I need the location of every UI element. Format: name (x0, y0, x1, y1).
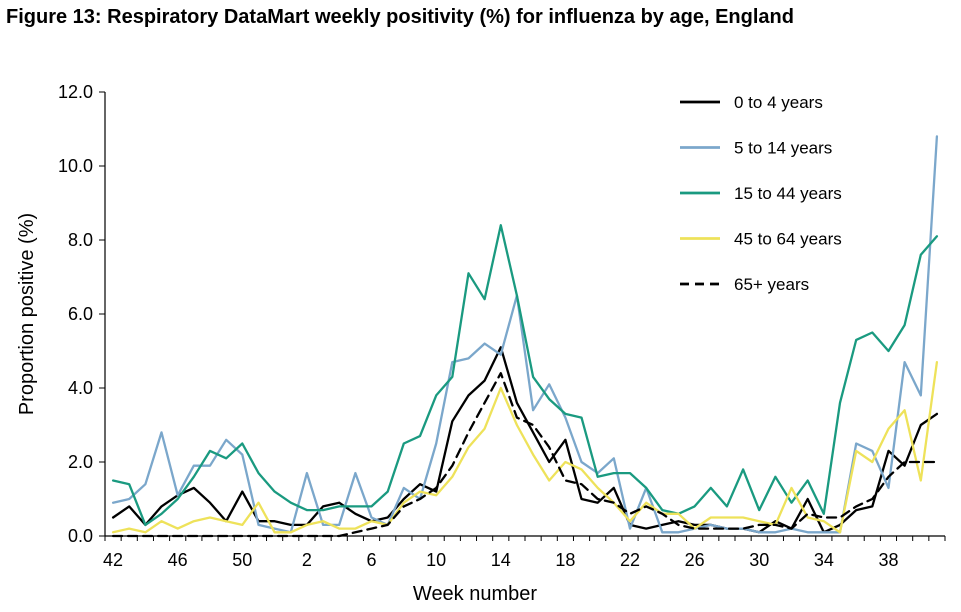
x-tick-label: 38 (878, 550, 898, 570)
y-tick-label: 8.0 (68, 230, 93, 250)
series-line-5-to-14-years (111, 135, 939, 534)
legend-label: 65+ years (734, 275, 809, 294)
legend-label: 45 to 64 years (734, 230, 842, 249)
x-tick-label: 22 (620, 550, 640, 570)
y-tick-label: 12.0 (58, 82, 93, 102)
x-tick-label: 26 (685, 550, 705, 570)
y-tick-label: 10.0 (58, 156, 93, 176)
legend-label: 5 to 14 years (734, 139, 832, 158)
series-line-65-years (111, 372, 939, 538)
series-line-15-to-44-years (111, 224, 939, 527)
x-tick-label: 34 (814, 550, 834, 570)
x-axis-title: Week number (413, 583, 537, 605)
x-tick-label: 2 (302, 550, 312, 570)
legend-label: 15 to 44 years (734, 184, 842, 203)
y-tick-label: 4.0 (68, 378, 93, 398)
x-tick-label: 30 (749, 550, 769, 570)
legend: 0 to 4 years 5 to 14 years 15 to 44 years 4… (680, 93, 842, 294)
y-tick-label: 6.0 (68, 304, 93, 324)
x-tick-label: 14 (491, 550, 511, 570)
x-tick-label: 6 (367, 550, 377, 570)
plot-lines (111, 135, 939, 538)
x-tick-label: 18 (555, 550, 575, 570)
y-tick-label: 2.0 (68, 452, 93, 472)
x-tick-label: 42 (103, 550, 123, 570)
y-axis-title: Proportion positive (%) (16, 213, 38, 415)
axes: 0.02.04.06.08.010.012.042 46 50 2 6 10 14 18 22 2… (58, 82, 946, 570)
series-line-45-to-64-years (111, 360, 939, 534)
series-line-0-to-4-years (111, 346, 939, 534)
x-tick-label: 46 (168, 550, 188, 570)
x-tick-label: 50 (232, 550, 252, 570)
x-tick-label: 10 (426, 550, 446, 570)
y-tick-label: 0.0 (68, 526, 93, 546)
legend-label: 0 to 4 years (734, 93, 823, 112)
chart-title: Figure 13: Respiratory DataMart weekly p… (6, 6, 794, 28)
